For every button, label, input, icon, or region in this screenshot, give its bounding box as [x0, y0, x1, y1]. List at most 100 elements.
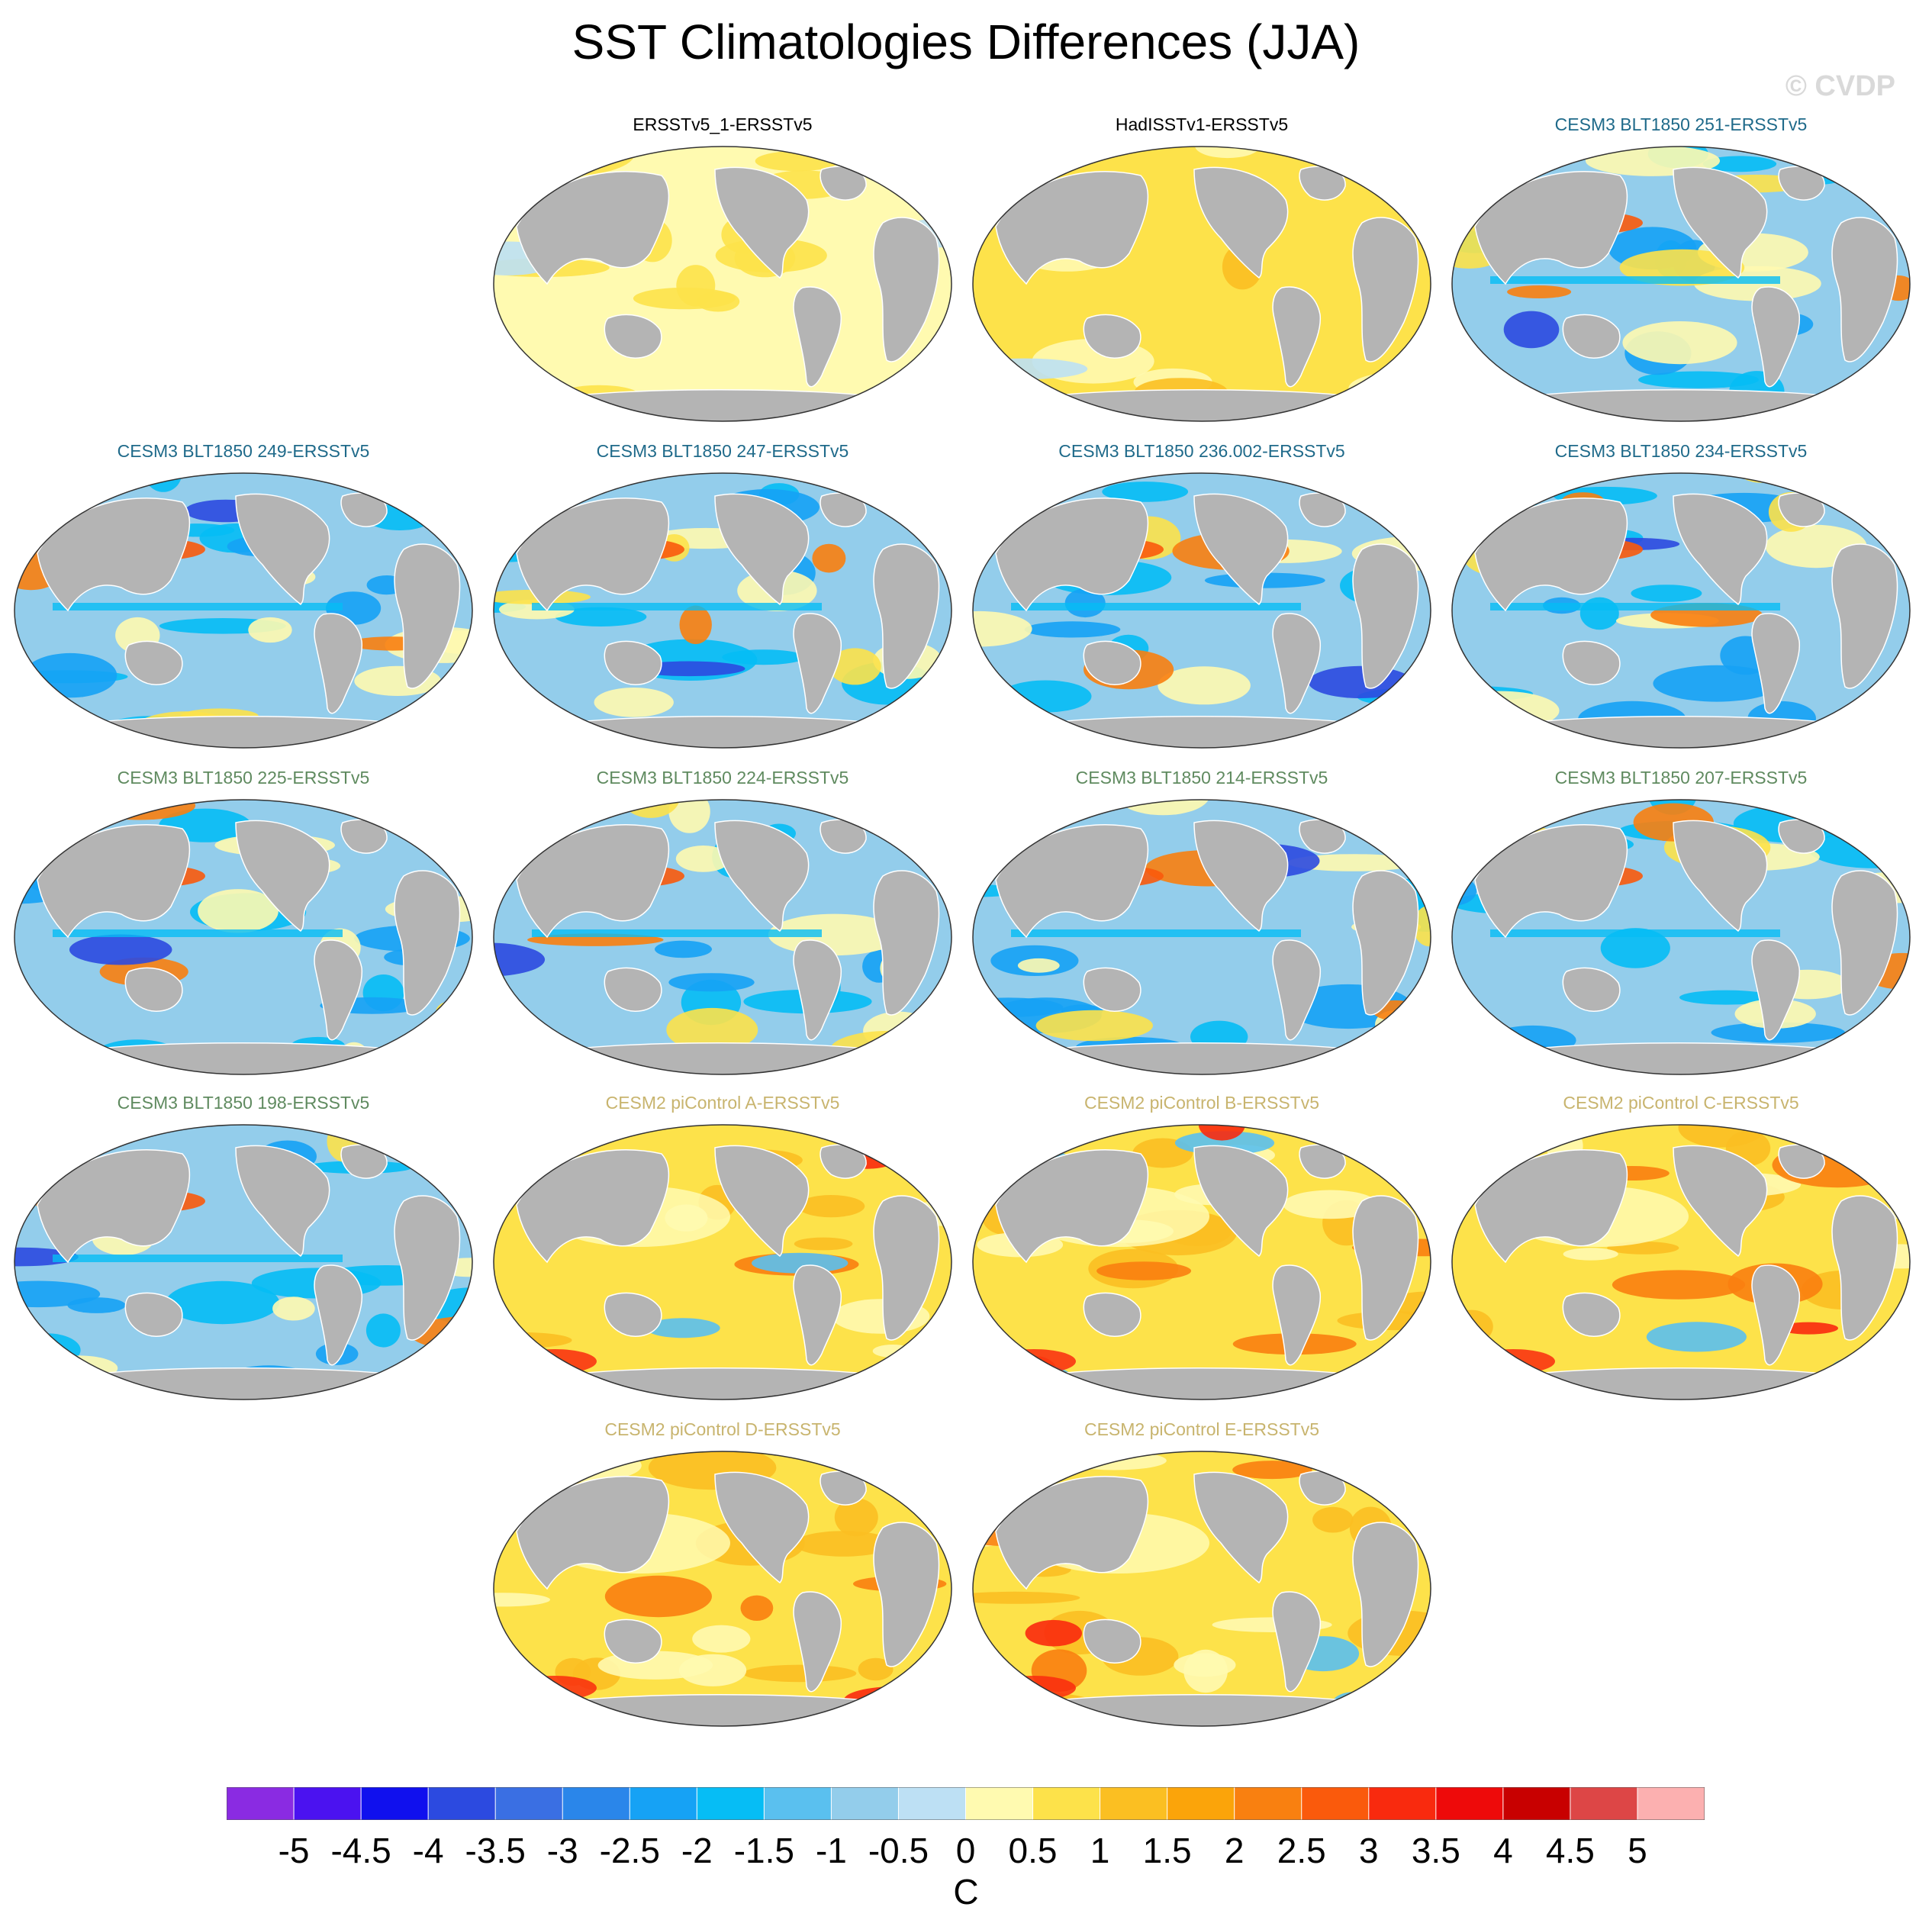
colorbar-swatch [897, 1787, 967, 1820]
land-asia [995, 824, 1149, 939]
anomaly-patch [1382, 473, 1431, 478]
map-border [972, 1124, 1431, 1400]
anomaly-patch [1679, 990, 1773, 1005]
colorbar-swatch [562, 1787, 631, 1820]
colorbar-swatch [1167, 1787, 1235, 1820]
panel-title: CESM3 BLT1850 251-ERSSTv5 [1554, 114, 1808, 134]
land-europe-africa [394, 870, 461, 1016]
colorbar-tick-label: -5 [278, 1831, 310, 1870]
anomaly-patch [740, 1595, 774, 1621]
land-south-america [1751, 613, 1801, 714]
anomaly-patch [1452, 691, 1560, 730]
map-border [972, 146, 1431, 422]
map-border [493, 1124, 952, 1400]
anomaly-patch [424, 1287, 472, 1325]
land-south-america [793, 1264, 842, 1366]
anomaly-patch [14, 1166, 28, 1181]
anomaly-patch [973, 166, 1030, 201]
land-europe-africa [873, 217, 940, 362]
anomaly-patch [742, 1664, 857, 1683]
anomaly-patch [797, 1195, 865, 1218]
land-antarctica [1032, 1042, 1372, 1074]
anomaly-patch [794, 1237, 853, 1251]
colorbar-tick-label: 0.5 [1008, 1831, 1058, 1870]
land-asia [1474, 171, 1628, 285]
land-south-america [1272, 939, 1322, 1041]
map-panel: CESM3 BLT1850 225-ERSSTv5 [7, 768, 480, 1088]
world-map [1451, 146, 1911, 422]
land-north-america [1673, 493, 1768, 606]
anomaly-patch [1000, 680, 1092, 713]
land-antarctica [1511, 1367, 1851, 1400]
land-south-america [314, 1264, 363, 1366]
equatorial-band [1490, 276, 1780, 284]
land-asia [1474, 824, 1628, 939]
equatorial-band [532, 603, 822, 610]
world-map [972, 799, 1431, 1075]
anomaly-patch [668, 973, 755, 992]
anomaly-patch [812, 543, 846, 573]
anomaly-patch [82, 800, 196, 820]
anomaly-patch [1333, 800, 1431, 816]
land-asia [995, 498, 1149, 612]
land-north-america [714, 1145, 810, 1258]
anomaly-patch [1392, 1372, 1431, 1400]
map-panel: CESM2 piControl E-ERSSTv5 [965, 1419, 1438, 1740]
anomaly-patch [494, 1125, 553, 1149]
equatorial-band [532, 929, 822, 937]
colorbar-tick-label: -2 [681, 1831, 713, 1870]
anomaly-patch [1457, 496, 1499, 529]
world-map [972, 1124, 1431, 1400]
colorbar [227, 1787, 1705, 1820]
land-antarctica [1032, 716, 1372, 748]
land-north-america [235, 820, 330, 933]
anomaly-patch [675, 846, 731, 872]
anomaly-patch [1089, 749, 1121, 755]
equatorial-band [1490, 603, 1780, 610]
anomaly-patch [604, 1575, 712, 1618]
panel-title: ERSSTv5_1-ERSSTv5 [633, 114, 813, 134]
land-north-america [714, 1471, 810, 1584]
anomaly-patch [494, 1125, 531, 1145]
world-map [972, 472, 1431, 755]
colorbar-swatch [427, 1787, 497, 1820]
colorbar-tick-label: -1 [815, 1831, 847, 1870]
anomaly-patch [858, 1657, 894, 1681]
colorbar-tick-label: 4.5 [1545, 1831, 1595, 1870]
anomaly-patch [646, 1318, 720, 1338]
panel-title: CESM3 BLT1850 247-ERSSTv5 [596, 441, 849, 461]
land-antarctica [1032, 389, 1372, 421]
land-north-america [714, 820, 810, 933]
anomaly-patch [863, 1011, 935, 1051]
anomaly-patch [1312, 1506, 1354, 1533]
colorbar-tick-label: -2.5 [599, 1831, 660, 1870]
colorbar-tick-label: 2 [1224, 1831, 1245, 1870]
land-asia [516, 498, 670, 612]
anomaly-patch [1158, 666, 1251, 705]
panel-title: CESM3 BLT1850 249-ERSSTv5 [117, 441, 370, 461]
world-map [1451, 1124, 1911, 1400]
panel-title: CESM3 BLT1850 224-ERSSTv5 [596, 768, 849, 788]
colorbar-tick-label: 5 [1628, 1831, 1647, 1870]
anomaly-patch [679, 605, 712, 645]
land-north-america [714, 493, 810, 606]
anomaly-patch [921, 1494, 952, 1521]
land-antarctica [73, 1367, 414, 1400]
land-south-america [1751, 286, 1801, 388]
anomaly-patch [504, 473, 626, 489]
anomaly-patch [1276, 473, 1321, 482]
map-panel: CESM3 BLT1850 198-ERSSTv5 [7, 1093, 480, 1413]
anomaly-patch [1504, 147, 1544, 156]
anomaly-patch [973, 610, 1032, 647]
land-europe-africa [873, 1522, 940, 1667]
anomaly-patch [1174, 1653, 1236, 1677]
anomaly-patch [1507, 285, 1572, 298]
land-south-america [793, 613, 842, 714]
land-australia [124, 1292, 183, 1337]
land-europe-africa [1352, 870, 1419, 1016]
anomaly-patch [494, 1458, 589, 1472]
anomaly-patch [594, 688, 674, 717]
land-australia [1083, 1619, 1141, 1664]
equatorial-band [1011, 929, 1301, 937]
anomaly-patch [23, 652, 118, 698]
